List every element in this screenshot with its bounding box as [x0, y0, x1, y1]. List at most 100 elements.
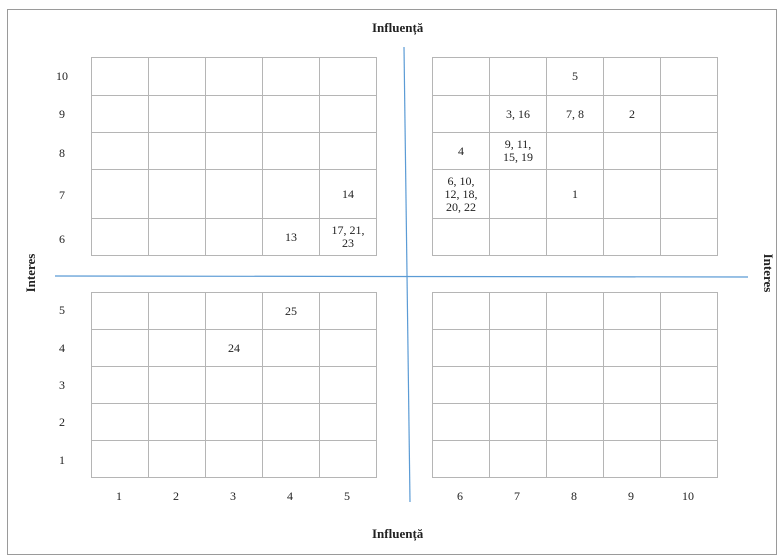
y-tick-6: 6: [59, 232, 65, 246]
grid-cell: [604, 441, 661, 478]
grid-cell: [92, 441, 149, 478]
chart-frame: [7, 9, 777, 555]
grid-cell: [604, 367, 661, 404]
x-tick-7: 7: [514, 489, 520, 503]
grid-cell: 5: [547, 58, 604, 96]
grid-cell: [92, 170, 149, 219]
grid-cell: [92, 367, 149, 404]
grid-cell: [661, 219, 718, 256]
grid-cell: 17, 21, 23: [320, 219, 377, 256]
grid-cell: [661, 170, 718, 219]
grid-cell: [433, 58, 490, 96]
grid-cell: [320, 133, 377, 170]
grid-cell: [547, 404, 604, 441]
x-tick-9: 9: [628, 489, 634, 503]
grid-cell: 9, 11, 15, 19: [490, 133, 547, 170]
grid-cell: 2: [604, 96, 661, 133]
grid-cell: [661, 404, 718, 441]
grid-cell: [149, 219, 206, 256]
grid-cell: [206, 96, 263, 133]
grid-cell: [490, 58, 547, 96]
grid-cell: 1: [547, 170, 604, 219]
quadrant-bottom-right: [432, 292, 718, 478]
x-tick-3: 3: [230, 489, 236, 503]
grid-cell: [206, 133, 263, 170]
grid-cell: [263, 441, 320, 478]
grid-cell: [604, 170, 661, 219]
grid-cell: [490, 367, 547, 404]
grid-cell: [433, 330, 490, 367]
quadrant-bottom-left: 25 24: [91, 292, 377, 478]
grid-cell: [92, 404, 149, 441]
grid-cell: [92, 58, 149, 96]
grid-cell: [604, 219, 661, 256]
x-tick-8: 8: [571, 489, 577, 503]
grid-cell: 6, 10, 12, 18, 20, 22: [433, 170, 490, 219]
grid-cell: [320, 58, 377, 96]
grid-cell: [206, 367, 263, 404]
x-tick-5: 5: [344, 489, 350, 503]
grid-cell: [604, 58, 661, 96]
grid-cell: [149, 170, 206, 219]
x-tick-2: 2: [173, 489, 179, 503]
grid-cell: [206, 170, 263, 219]
y-tick-3: 3: [59, 378, 65, 392]
grid-cell: [149, 367, 206, 404]
grid-cell: [490, 404, 547, 441]
bottom-axis-title: Influență: [372, 526, 424, 541]
grid-cell: [206, 219, 263, 256]
grid-cell: [490, 293, 547, 330]
grid-cell: [490, 219, 547, 256]
grid-cell: [604, 404, 661, 441]
grid-cell: [547, 367, 604, 404]
grid-cell: [490, 170, 547, 219]
top-axis-title: Influență: [372, 20, 424, 35]
grid-cell: 14: [320, 170, 377, 219]
grid-cell: [206, 293, 263, 330]
y-tick-8: 8: [59, 146, 65, 160]
grid-cell: [206, 441, 263, 478]
grid-cell: [547, 330, 604, 367]
y-tick-4: 4: [59, 341, 65, 355]
grid-cell: [320, 96, 377, 133]
grid-cell: [92, 219, 149, 256]
grid-cell: [604, 293, 661, 330]
grid-cell: [433, 96, 490, 133]
grid-cell: [433, 219, 490, 256]
grid-cell: [149, 293, 206, 330]
x-tick-6: 6: [457, 489, 463, 503]
grid-cell: [92, 293, 149, 330]
grid-cell: [433, 293, 490, 330]
grid-cell: [92, 133, 149, 170]
grid-cell: [661, 367, 718, 404]
horizontal-axis-line: [54, 275, 749, 278]
grid-cell: [149, 133, 206, 170]
grid-cell: [263, 58, 320, 96]
grid-cell: 4: [433, 133, 490, 170]
quadrant-top-right: 5 3, 16 7, 8 2 4 9, 11, 15, 19 6, 10, 12, 18, …: [432, 57, 718, 256]
grid-cell: [490, 441, 547, 478]
grid-cell: [547, 441, 604, 478]
grid-cell: 24: [206, 330, 263, 367]
grid-cell: [661, 133, 718, 170]
grid-cell: [263, 330, 320, 367]
grid-cell: [263, 367, 320, 404]
grid-cell: [149, 330, 206, 367]
grid-cell: [263, 404, 320, 441]
quadrant-top-left: 14 13 17, 21, 23: [91, 57, 377, 256]
grid-cell: [263, 96, 320, 133]
y-tick-2: 2: [59, 415, 65, 429]
grid-cell: [661, 330, 718, 367]
grid-cell: [661, 58, 718, 96]
right-axis-title: Interes: [761, 253, 776, 293]
x-tick-10: 10: [682, 489, 694, 503]
grid-cell: [320, 367, 377, 404]
y-tick-1: 1: [59, 453, 65, 467]
grid-cell: [263, 170, 320, 219]
grid-cell: 7, 8: [547, 96, 604, 133]
grid-cell: [433, 441, 490, 478]
grid-cell: [604, 330, 661, 367]
grid-cell: [206, 404, 263, 441]
